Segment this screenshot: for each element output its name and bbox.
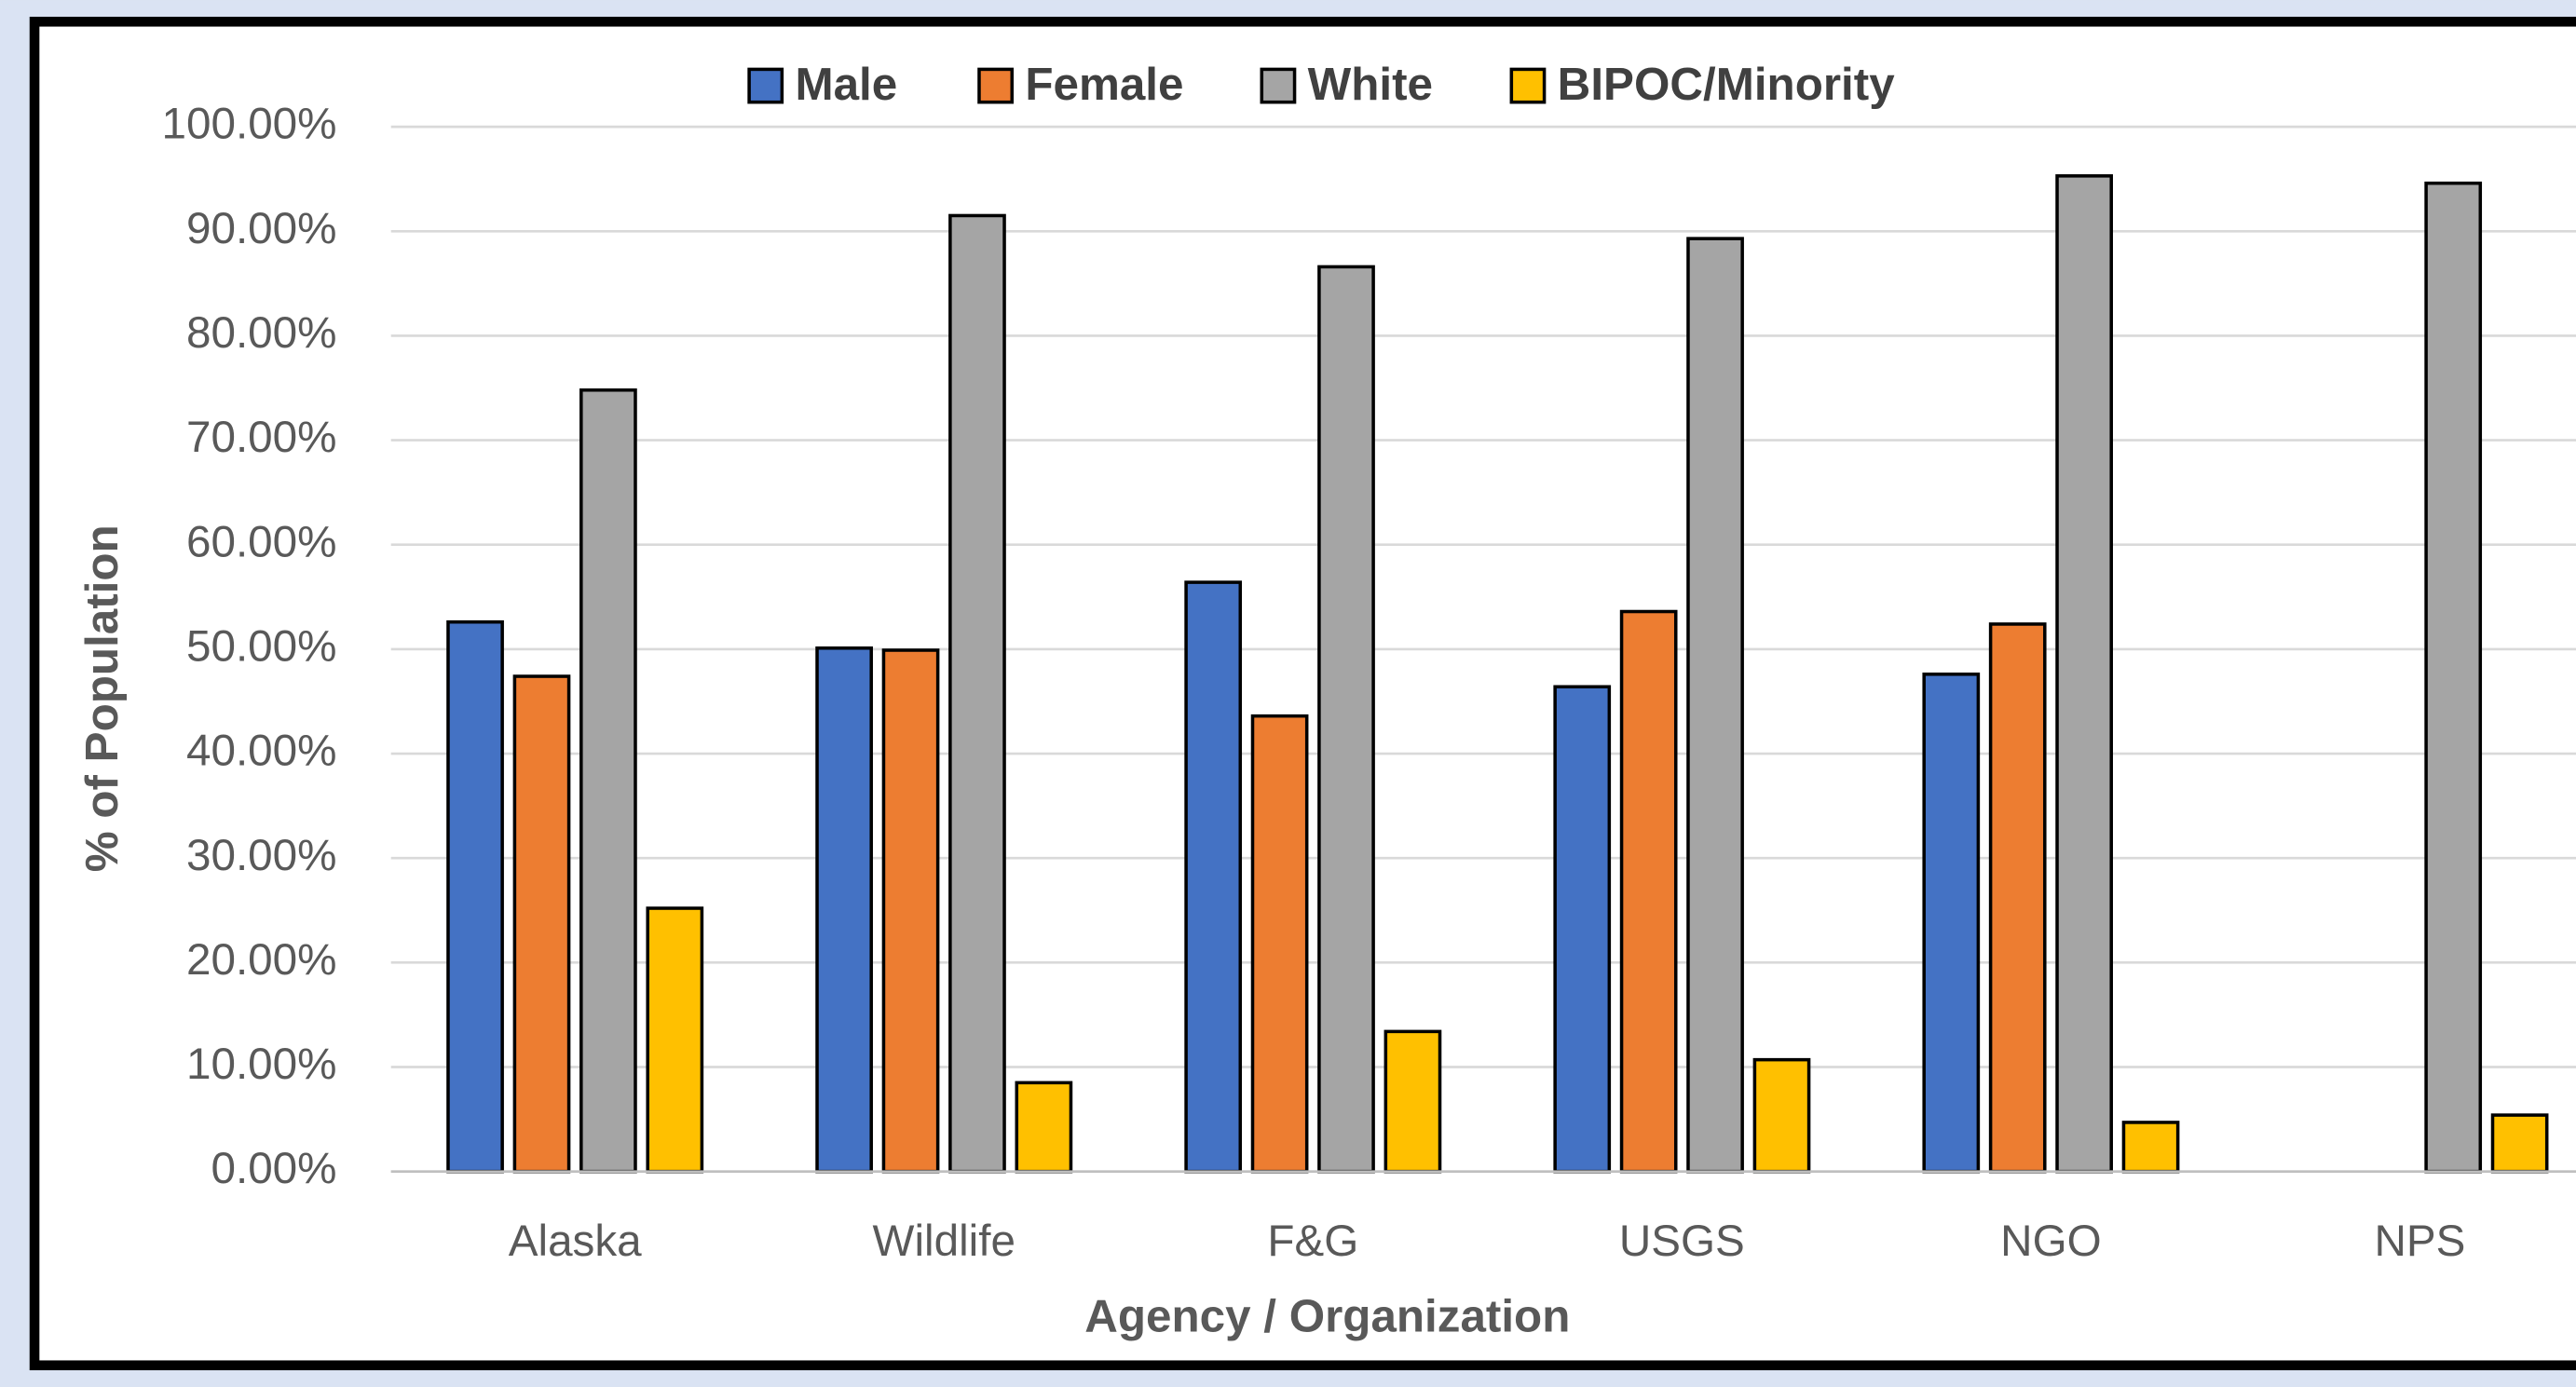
y-tick-label: 30.00% <box>186 831 336 880</box>
bar <box>1922 673 1981 1174</box>
y-tick-label: 40.00% <box>186 727 336 776</box>
bar <box>1015 1081 1073 1174</box>
bar <box>1619 609 1678 1174</box>
bar <box>1184 580 1243 1174</box>
legend-label: Male <box>795 59 897 110</box>
y-tick-label: 10.00% <box>186 1040 336 1089</box>
y-axis-title: % of Population <box>76 524 128 872</box>
bar <box>2424 181 2483 1174</box>
bar <box>1553 685 1612 1174</box>
legend-swatch <box>747 67 784 104</box>
bar <box>2490 1113 2549 1174</box>
bar <box>1317 265 1375 1174</box>
bar <box>1686 237 1744 1174</box>
y-tick-label: 60.00% <box>186 517 336 566</box>
bar <box>512 674 571 1174</box>
bar <box>2055 174 2113 1174</box>
y-tick-label: 100.00% <box>162 100 337 149</box>
legend-swatch <box>977 67 1015 104</box>
bar <box>2121 1121 2180 1174</box>
x-tick-label: Wildlife <box>873 1217 1015 1266</box>
y-tick-label: 90.00% <box>186 204 336 253</box>
y-tick-label: 70.00% <box>186 413 336 462</box>
x-tick-label: NPS <box>2375 1217 2466 1266</box>
y-tick-label: 80.00% <box>186 308 336 358</box>
y-tick-label: 50.00% <box>186 621 336 671</box>
legend-swatch <box>1260 67 1297 104</box>
bar <box>948 213 1006 1174</box>
y-tick-label: 20.00% <box>186 935 336 985</box>
legend-label: Female <box>1025 59 1183 110</box>
bar <box>646 906 704 1174</box>
x-tick-label: Alaska <box>509 1217 642 1266</box>
bar <box>1250 714 1309 1174</box>
bar <box>579 388 637 1174</box>
x-axis-title: Agency / Organization <box>1084 1290 1570 1341</box>
legend-label: BIPOC/Minority <box>1558 59 1896 110</box>
bar <box>1988 622 2047 1174</box>
x-tick-label: USGS <box>1619 1217 1745 1266</box>
legend-label: White <box>1308 59 1433 110</box>
bar <box>1383 1029 1442 1174</box>
bar <box>881 648 940 1174</box>
y-tick-label: 0.00% <box>211 1144 336 1193</box>
legend-swatch <box>1509 67 1547 104</box>
x-tick-label: NGO <box>2000 1217 2101 1266</box>
bar <box>446 619 504 1174</box>
bar <box>1752 1057 1811 1174</box>
x-tick-label: F&G <box>1267 1217 1358 1266</box>
bar <box>815 646 873 1174</box>
